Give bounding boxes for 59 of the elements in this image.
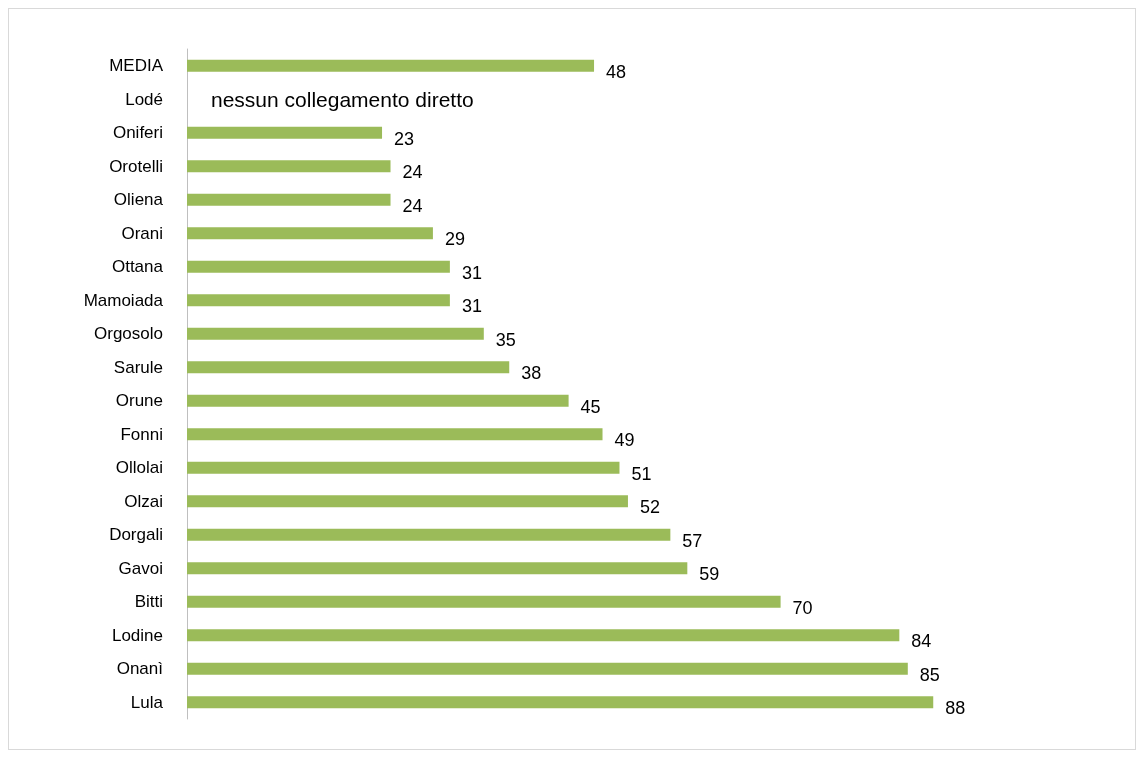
data-label: 84	[911, 631, 932, 652]
y-tick-label: Orgosolo	[94, 324, 163, 344]
bar	[187, 227, 433, 240]
y-tick-label: Sarule	[113, 357, 163, 377]
y-tick-label: Bitti	[134, 592, 163, 612]
data-label: 31	[461, 262, 482, 283]
data-label: 70	[792, 597, 813, 618]
bar	[187, 528, 671, 541]
bar	[187, 160, 391, 173]
data-label: 51	[631, 463, 652, 484]
data-label: 29	[444, 229, 465, 250]
bar	[187, 428, 603, 441]
y-tick-label: Orotelli	[109, 156, 163, 176]
bar	[187, 59, 595, 72]
annotation: nessun collegamento diretto	[211, 87, 474, 111]
data-label: 48	[606, 61, 627, 82]
data-label: 35	[495, 329, 516, 350]
bar	[187, 327, 484, 340]
y-tick-label: Olzai	[124, 491, 163, 511]
y-tick-label: Ollolai	[115, 458, 163, 478]
bar	[187, 126, 383, 139]
data-label: 88	[945, 698, 966, 719]
bar	[187, 260, 450, 273]
bar	[187, 193, 391, 206]
y-tick-label: Lula	[130, 692, 164, 712]
bar	[187, 495, 628, 508]
data-label: 24	[402, 162, 423, 183]
bar	[187, 294, 450, 307]
y-tick-label: Orani	[121, 223, 163, 243]
data-label: 38	[521, 363, 542, 384]
data-label: 59	[699, 564, 720, 585]
bar	[187, 595, 781, 608]
data-label: 23	[394, 128, 415, 149]
bar	[187, 696, 934, 709]
data-label: 57	[682, 530, 703, 551]
y-tick-label: Orune	[115, 391, 163, 411]
y-tick-label: Lodé	[125, 89, 163, 109]
y-tick-label: Dorgali	[109, 525, 163, 545]
data-label: 24	[402, 195, 423, 216]
bar	[187, 394, 569, 407]
y-tick-label: Fonni	[120, 424, 163, 444]
data-label: 31	[461, 296, 482, 317]
y-tick-label: Oliena	[113, 190, 164, 210]
y-tick-label: Gavoi	[118, 558, 163, 578]
data-label: 45	[580, 396, 601, 417]
data-label: 52	[639, 497, 660, 518]
bar	[187, 662, 908, 675]
y-tick-label: Lodine	[111, 625, 163, 645]
bar	[187, 562, 688, 575]
bar	[187, 361, 510, 374]
bar	[187, 461, 620, 474]
y-tick-label: MEDIA	[109, 56, 164, 76]
y-tick-label: Ottana	[111, 257, 164, 277]
bar	[187, 629, 900, 642]
y-tick-label: Mamoiada	[83, 290, 164, 310]
data-label: 49	[614, 430, 635, 451]
y-tick-label: Oniferi	[112, 123, 163, 143]
y-tick-label: Onanì	[116, 659, 163, 679]
data-label: 85	[919, 664, 940, 685]
